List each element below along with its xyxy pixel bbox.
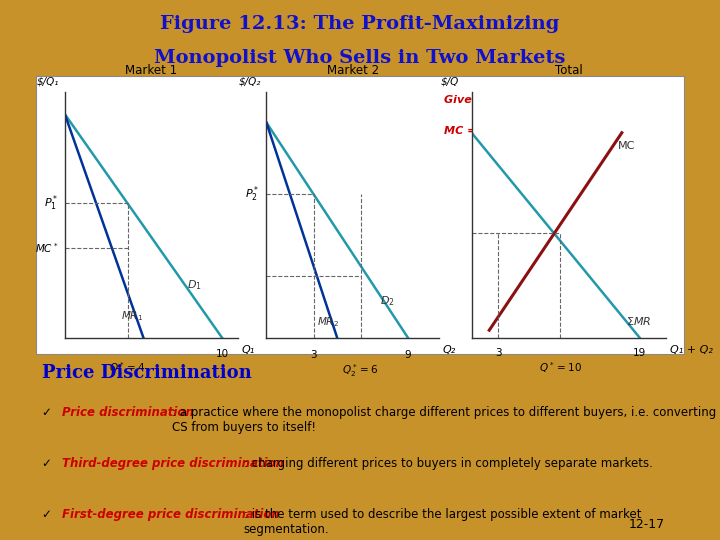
Text: ✓: ✓ — [42, 407, 56, 420]
Text: Price discrimination: Price discrimination — [62, 407, 194, 420]
Text: ✓: ✓ — [42, 457, 56, 470]
Text: : charging different prices to buyers in completely separate markets.: : charging different prices to buyers in… — [243, 457, 652, 470]
Text: $D_2$: $D_2$ — [379, 294, 395, 307]
Text: Figure 12.13: The Profit-Maximizing: Figure 12.13: The Profit-Maximizing — [161, 15, 559, 33]
Text: MC = MR* = (MR₁ +MR₂): MC = MR* = (MR₁ +MR₂) — [444, 126, 596, 136]
Text: $Q_1^*= 4$: $Q_1^*= 4$ — [109, 360, 146, 376]
Text: $P_2^*$: $P_2^*$ — [246, 184, 260, 204]
Text: : a practice where the monopolist charge different prices to different buyers, i: : a practice where the monopolist charge… — [172, 407, 716, 435]
Text: $MR_2$: $MR_2$ — [317, 315, 338, 329]
Text: Market 1: Market 1 — [125, 64, 177, 77]
Text: 12-17: 12-17 — [629, 518, 665, 531]
Text: $MC^*$: $MC^*$ — [35, 241, 58, 255]
Text: $P_1^*$: $P_1^*$ — [44, 194, 58, 213]
Text: Market 2: Market 2 — [327, 64, 379, 77]
Text: Q₁: Q₁ — [241, 345, 254, 355]
Text: 3: 3 — [495, 348, 501, 357]
Text: Monopolist Who Sells in Two Markets: Monopolist Who Sells in Two Markets — [154, 49, 566, 67]
Text: Q₁ + Q₂: Q₁ + Q₂ — [670, 345, 713, 355]
Text: $\Sigma MR$: $\Sigma MR$ — [626, 315, 652, 327]
Text: 9: 9 — [405, 350, 411, 360]
Text: $/Q₂: $/Q₂ — [239, 77, 261, 87]
Text: 10: 10 — [215, 349, 228, 359]
Text: 3: 3 — [310, 350, 317, 360]
Text: MC: MC — [618, 141, 635, 151]
Text: $Q^* = 10$: $Q^* = 10$ — [539, 360, 582, 375]
Text: $D_1$: $D_1$ — [187, 278, 202, 292]
Text: $/Q: $/Q — [441, 77, 459, 87]
Text: Q₂: Q₂ — [443, 345, 456, 355]
Text: $/Q₁: $/Q₁ — [37, 77, 60, 87]
Text: Total: Total — [555, 64, 582, 77]
Text: ✓: ✓ — [42, 508, 56, 521]
Text: $MR_1$: $MR_1$ — [122, 309, 143, 323]
Text: : is the term used to describe the largest possible extent of market segmentatio: : is the term used to describe the large… — [243, 508, 642, 536]
Text: Price Discrimination: Price Discrimination — [42, 364, 252, 382]
Text: Third-degree price discrimination: Third-degree price discrimination — [62, 457, 284, 470]
Text: First-degree price discrimination: First-degree price discrimination — [62, 508, 280, 521]
Text: 19: 19 — [633, 348, 646, 357]
Text: Given  MR₁ = MR₂: Given MR₁ = MR₂ — [444, 95, 554, 105]
Text: $Q_2^*= 6$: $Q_2^*= 6$ — [343, 362, 379, 379]
